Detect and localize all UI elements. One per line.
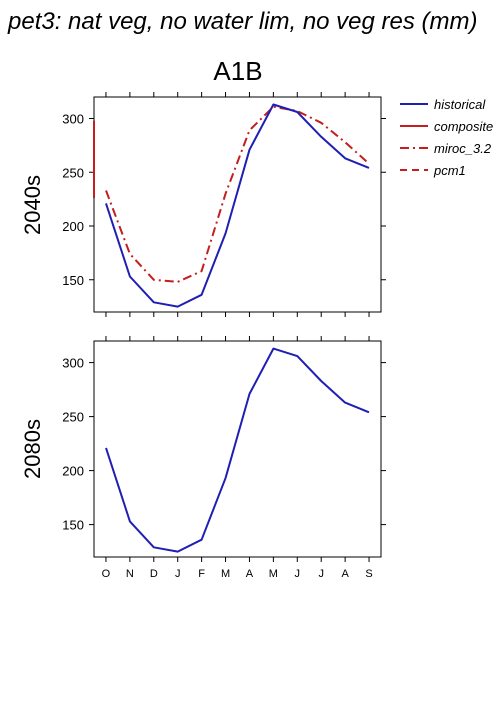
y-tick-label: 200 [62,464,84,479]
plot-frame [93,340,382,558]
x-tick-label: F [198,568,205,580]
x-tick-label: M [221,568,230,580]
x-tick-label: J [175,568,181,580]
y-tick-label: 150 [62,518,84,533]
x-tick-label: M [269,568,278,580]
y-tick-label: 250 [62,165,84,180]
legend-label: pcm1 [433,163,466,178]
x-tick-label: A [246,568,254,580]
x-tick-label: J [295,568,301,580]
x-tick-label: N [126,568,134,580]
legend-label: miroc_3.2 [434,141,492,156]
y-tick-label: 250 [62,410,84,425]
series-line-miroc-3-2 [105,105,370,283]
series-line-historical [105,103,370,308]
x-tick-label: A [341,568,349,580]
y-tick-label: 150 [62,273,84,288]
series-line-historical [105,347,370,553]
scenario-title: A1B [213,56,262,86]
x-tick-label: J [318,568,324,580]
legend: historical composite miroc_3.2 pcm1 [400,97,493,178]
y-tick-label: 300 [62,112,84,127]
y-axis-label: 2040s [20,175,45,235]
x-tick-label: O [102,568,111,580]
panel-2080s: 2080s 150 200 250 300 O N D J F M A M J J A S [20,336,386,580]
panel-2040s: 2040s 150 200 250 300 [20,92,386,317]
plot-frame [93,96,382,313]
y-tick-label: 200 [62,219,84,234]
y-axis-label: 2080s [20,419,45,479]
x-tick-label: S [365,568,372,580]
y-tick-label: 300 [62,356,84,371]
legend-label: historical [434,97,486,112]
x-tick-label: D [150,568,158,580]
figure-title: pet3: nat veg, no water lim, no veg res … [7,8,478,35]
legend-label: composite [434,119,493,134]
